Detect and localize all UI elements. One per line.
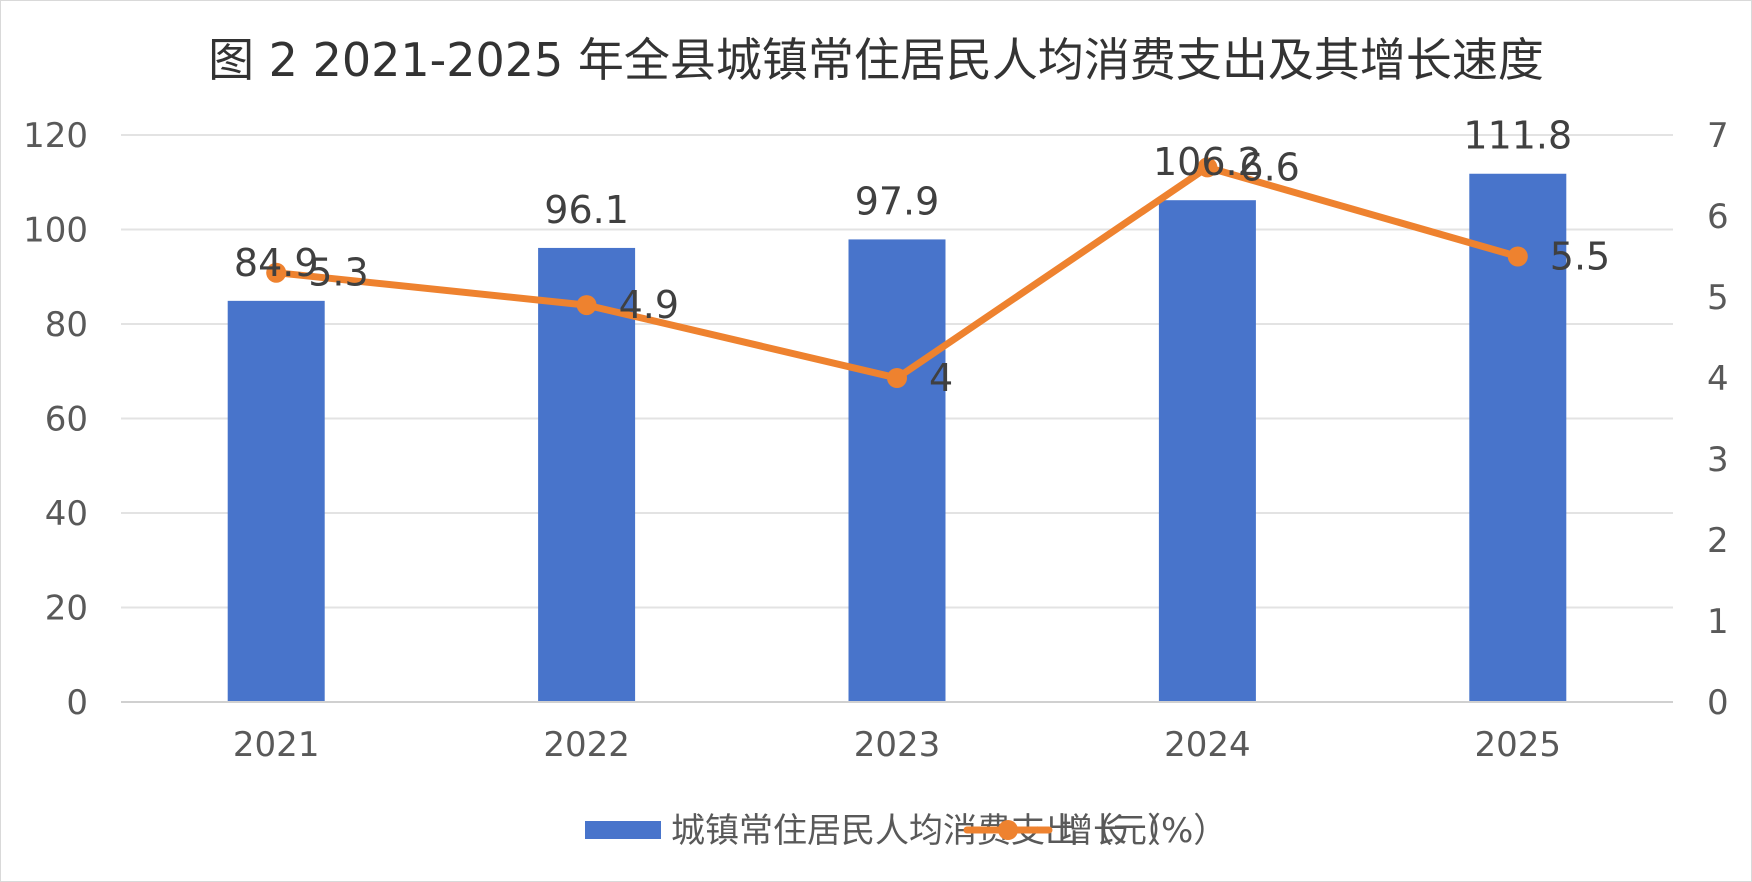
x-tick-label: 2024 (1164, 725, 1251, 765)
x-tick-label: 2021 (233, 725, 320, 765)
line-point (1507, 246, 1528, 267)
axes: 0 20 40 60 80 100 120 0 1 2 3 4 5 6 7 2021 2022 2023 2024 2… (23, 116, 1729, 765)
x-tick-label: 2025 (1475, 725, 1562, 765)
y-right-tick-label: 4 (1707, 359, 1729, 399)
y-right-tick-label: 5 (1707, 278, 1729, 318)
legend-line-marker (998, 820, 1018, 840)
line-data-label: 6.6 (1239, 145, 1299, 189)
y-right-tick-label: 6 (1707, 197, 1729, 237)
y-left-tick-label: 80 (45, 305, 88, 345)
line-point (887, 368, 907, 388)
y-right-tick-label: 2 (1707, 521, 1729, 561)
y-left-tick-label: 120 (23, 116, 88, 156)
bar (848, 239, 946, 703)
line-point (576, 295, 597, 316)
bar (538, 247, 636, 703)
y-right-tick-label: 7 (1707, 116, 1729, 156)
bar-series (227, 173, 1567, 703)
y-right-tick-label: 3 (1707, 440, 1729, 480)
bar-data-label: 97.9 (855, 179, 940, 223)
y-left-tick-label: 20 (45, 589, 88, 629)
line-series (266, 157, 1528, 388)
bar-data-label: 96.1 (544, 188, 629, 232)
legend-line-label: 增长（%） (1059, 811, 1227, 851)
bar (227, 300, 325, 702)
x-tick-label: 2022 (543, 725, 630, 765)
legend-bar-label: 城镇常住居民人均消费支出（元） (671, 811, 1181, 851)
y-left-tick-label: 40 (45, 494, 88, 534)
line-data-label: 5.5 (1550, 235, 1610, 279)
bar (1158, 200, 1256, 702)
y-right-tick-label: 1 (1707, 602, 1729, 642)
line-point (1197, 157, 1218, 178)
y-right-tick-label: 0 (1707, 683, 1729, 723)
line-point (266, 262, 287, 283)
line-data-label: 4 (929, 356, 953, 400)
line-data-label: 5.3 (308, 251, 368, 295)
y-left-tick-label: 0 (66, 683, 88, 723)
y-left-tick-label: 60 (45, 400, 88, 440)
y-left-tick-label: 100 (23, 211, 88, 251)
chart-title: 图 2 2021-2025 年全县城镇常住居民人均消费支出及其增长速度 (208, 33, 1544, 87)
x-tick-label: 2023 (854, 725, 941, 765)
data-labels: 84.9 96.1 97.9 106.2 111.8 5.3 4.9 4 6.6 5.5 (234, 114, 1610, 400)
legend-bar-swatch (585, 821, 661, 839)
bar-data-label: 84.9 (234, 241, 319, 285)
bar-data-label: 106.2 (1153, 140, 1262, 184)
line-data-label: 4.9 (619, 283, 679, 327)
legend: 城镇常住居民人均消费支出（元）增长（%） (585, 811, 1227, 851)
bar-data-label: 111.8 (1463, 114, 1572, 158)
